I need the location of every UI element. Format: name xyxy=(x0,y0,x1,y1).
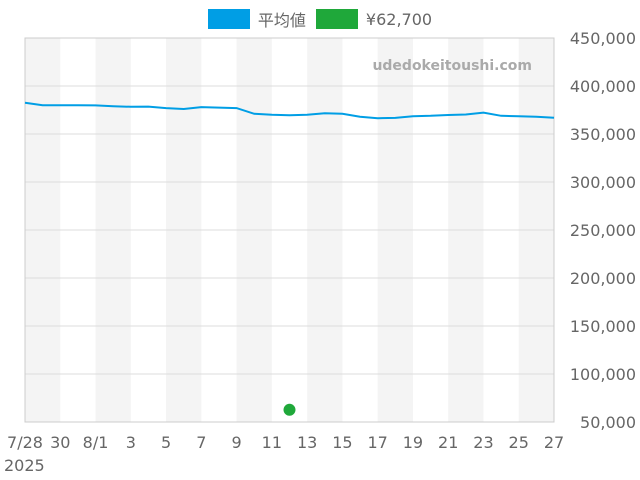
x-tick-label: 27 xyxy=(544,433,564,452)
legend-item-point[interactable]: ¥62,700 xyxy=(315,9,433,29)
legend-item-average[interactable]: 平均値 xyxy=(207,7,306,31)
legend-swatch-average xyxy=(207,9,250,29)
y-tick-label: 450,000 xyxy=(570,29,636,48)
x-tick-label: 21 xyxy=(438,433,458,452)
y-tick-label: 50,000 xyxy=(580,413,636,432)
legend-label-point: ¥62,700 xyxy=(365,9,433,29)
x-tick-label: 23 xyxy=(473,433,493,452)
x-tick-label: 5 xyxy=(161,433,171,452)
chart-legend: 平均値 ¥62,700 xyxy=(0,8,640,30)
x-tick-label: 15 xyxy=(332,433,352,452)
y-tick-label: 300,000 xyxy=(570,173,636,192)
x-tick-label: 7 xyxy=(196,433,206,452)
y-tick-label: 250,000 xyxy=(570,221,636,240)
plot-frame xyxy=(24,37,555,423)
y-tick-label: 150,000 xyxy=(570,317,636,336)
legend-swatch-point xyxy=(315,9,358,29)
y-tick-label: 350,000 xyxy=(570,125,636,144)
x-tick-label: 19 xyxy=(403,433,423,452)
x-tick-label: 3 xyxy=(126,433,136,452)
y-tick-label: 100,000 xyxy=(570,365,636,384)
y-tick-label: 200,000 xyxy=(570,269,636,288)
x-tick-label: 11 xyxy=(262,433,282,452)
series-line-average xyxy=(24,101,555,120)
legend-label-average: 平均値 xyxy=(257,11,306,30)
x-tick-label: 9 xyxy=(232,433,242,452)
x-tick-label: 13 xyxy=(297,433,317,452)
x-year-label: 2025 xyxy=(4,456,45,475)
x-tick-label: 7/28 xyxy=(7,433,43,452)
y-tick-label: 400,000 xyxy=(570,77,636,96)
x-tick-label: 8/1 xyxy=(83,433,109,452)
data-point-price xyxy=(283,403,296,416)
x-tick-label: 25 xyxy=(509,433,529,452)
x-tick-label: 30 xyxy=(50,433,70,452)
x-tick-label: 17 xyxy=(367,433,387,452)
watermark: udedokeitoushi.com xyxy=(372,58,532,74)
